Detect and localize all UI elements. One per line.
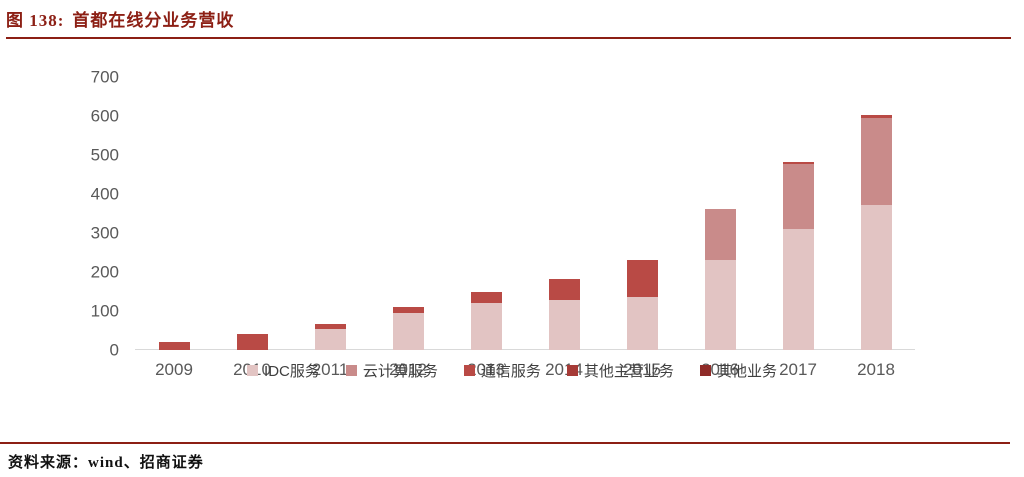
bar-segment	[470, 303, 502, 350]
legend-item: IDC服务	[247, 360, 320, 381]
bar-2018	[860, 114, 892, 350]
x-axis-tick-label: 2015	[623, 360, 661, 379]
legend-item: 通信服务	[463, 360, 541, 381]
x-axis-baseline	[135, 349, 915, 350]
legend-swatch-icon	[699, 365, 711, 376]
bar-segment	[782, 163, 814, 230]
legend-swatch-icon	[463, 365, 475, 376]
bar-segment	[548, 279, 580, 301]
y-axis-tick-label: 700	[90, 67, 119, 87]
bar-segment	[704, 209, 736, 261]
bar-segment	[158, 342, 190, 350]
x-axis-tick-label: 2013	[467, 360, 505, 379]
legend-label: 云计算服务	[362, 363, 438, 380]
chart-legend: IDC服务 云计算服务 通信服务 其他主营业务 其他业务	[0, 360, 1024, 381]
bar-segment	[626, 260, 658, 298]
y-axis-tick-label: 200	[90, 262, 119, 282]
bar-segment	[392, 312, 424, 350]
y-axis-tick-label: 0	[109, 340, 119, 360]
x-axis-tick-label: 2009	[155, 360, 193, 379]
figure-header: 图 138: 首都在线分业务营收	[6, 6, 1011, 39]
y-axis-tick-label: 300	[90, 223, 119, 243]
bar-2015	[626, 260, 658, 350]
source-text: wind、招商证券	[88, 455, 204, 471]
bar-2009	[158, 342, 190, 350]
bar-segment	[548, 300, 580, 350]
figure-title-text: 首都在线分业务营收	[72, 11, 235, 30]
legend-label: 其他业务	[716, 363, 777, 380]
bar-segment	[626, 297, 658, 350]
x-axis-tick-label: 2017	[779, 360, 817, 379]
page-title: 图 138: 首都在线分业务营收	[6, 6, 1011, 31]
legend-swatch-icon	[345, 365, 357, 376]
bar-2010	[236, 334, 268, 350]
bar-segment	[782, 229, 814, 350]
y-axis-tick-label: 600	[90, 106, 119, 126]
bar-2013	[470, 291, 502, 350]
stacked-bar-chart: 0100200300400500600700200920102011201220…	[0, 40, 1024, 395]
legend-label: 其他主营业务	[583, 363, 674, 380]
bar-segment	[392, 307, 424, 313]
bar-2017	[782, 162, 814, 350]
legend-item: 其他主营业务	[566, 360, 674, 381]
x-axis-tick-label: 2011	[311, 360, 349, 379]
x-axis-tick-label: 2012	[389, 360, 427, 379]
figure-number-label: 图 138:	[6, 11, 65, 30]
bar-segment	[314, 323, 346, 329]
x-axis-tick-label: 2018	[857, 360, 895, 379]
bar-segment	[860, 114, 892, 118]
bar-2016	[704, 209, 736, 350]
bar-2014	[548, 279, 580, 350]
bar-segment	[236, 334, 268, 350]
plot-area: 0100200300400500600700200920102011201220…	[91, 69, 915, 379]
bar-segment	[704, 260, 736, 350]
legend-label: IDC服务	[264, 363, 320, 380]
bar-segment	[860, 204, 892, 350]
bar-2012	[392, 307, 424, 350]
legend-label: 通信服务	[480, 363, 541, 380]
bar-segment	[314, 328, 346, 350]
bar-segment	[782, 162, 814, 164]
source-label: 资料来源：	[8, 455, 89, 471]
legend-swatch-icon	[247, 365, 259, 376]
y-axis-tick-label: 100	[90, 301, 119, 321]
bar-segment	[470, 291, 502, 304]
bar-segment	[860, 117, 892, 205]
source-note: 资料来源：wind、招商证券	[8, 451, 204, 472]
footer-divider	[0, 442, 1010, 444]
legend-swatch-icon	[566, 365, 578, 376]
legend-item: 云计算服务	[345, 360, 438, 381]
legend-item: 其他业务	[699, 360, 777, 381]
y-axis-tick-label: 400	[90, 184, 119, 204]
bar-2011	[314, 323, 346, 350]
y-axis-tick-label: 500	[90, 145, 119, 165]
